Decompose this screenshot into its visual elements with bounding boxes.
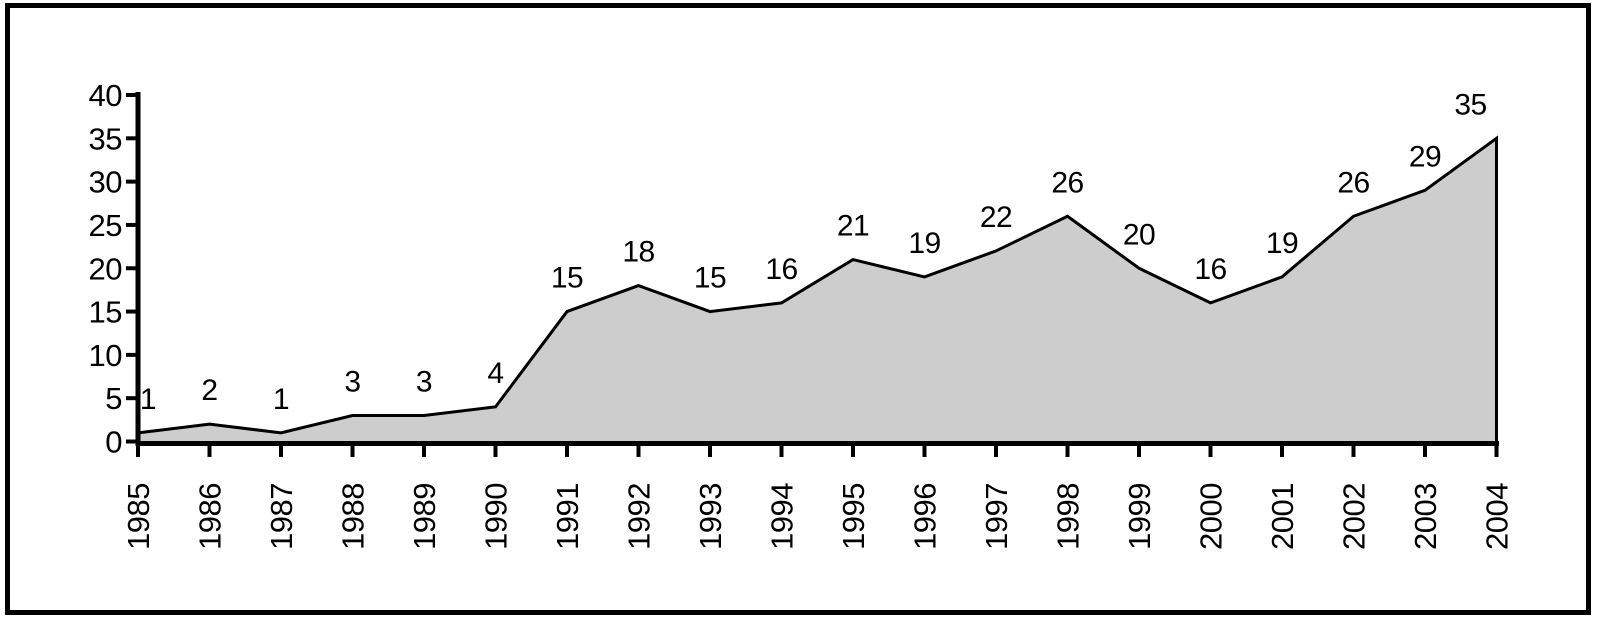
data-label: 16 <box>765 253 797 286</box>
data-label: 26 <box>1337 166 1369 199</box>
data-label: 15 <box>551 262 583 295</box>
x-axis-tick-label: 1998 <box>1051 483 1086 550</box>
y-axis-tick-label: 30 <box>89 165 123 200</box>
data-label: 15 <box>694 262 726 295</box>
data-label: 19 <box>1266 227 1298 260</box>
area-outline <box>137 135 1498 442</box>
data-label: 35 <box>1454 88 1486 121</box>
y-axis-tick-label: 20 <box>89 251 123 286</box>
y-axis-tick-label: 5 <box>105 381 122 416</box>
data-label: 2 <box>201 374 217 407</box>
x-axis-tick-label: 2002 <box>1337 483 1372 550</box>
data-label: 26 <box>1051 166 1083 199</box>
data-label: 3 <box>344 366 360 399</box>
x-axis-tick-label: 1988 <box>336 483 371 550</box>
data-label: 21 <box>837 210 869 243</box>
y-axis-tick-label: 35 <box>89 121 122 156</box>
data-label: 1 <box>140 383 156 416</box>
data-label: 20 <box>1123 218 1155 251</box>
data-label: 18 <box>622 236 654 269</box>
x-axis-tick-label: 1987 <box>264 483 299 550</box>
area-fill <box>138 138 1497 442</box>
x-axis-tick-label: 1996 <box>908 483 943 550</box>
data-label: 3 <box>416 366 432 399</box>
x-axis-tick-label: 1994 <box>765 483 800 550</box>
data-label: 16 <box>1194 253 1226 286</box>
x-axis-tick-label: 1999 <box>1122 483 1157 550</box>
x-axis-tick-label: 2003 <box>1408 483 1443 550</box>
x-axis-tick-label: 1991 <box>550 483 585 550</box>
x-axis-tick-label: 1986 <box>193 483 228 550</box>
x-axis-tick-label: 2000 <box>1194 483 1229 550</box>
x-axis-tick-label: 1995 <box>836 483 871 550</box>
x-axis-tick-label: 1997 <box>979 483 1014 550</box>
x-axis-tick-label: 1989 <box>407 483 442 550</box>
data-label: 22 <box>980 201 1012 234</box>
y-axis-tick-label: 10 <box>89 338 123 373</box>
data-label: 4 <box>487 357 503 390</box>
x-axis-tick-label: 1992 <box>622 483 657 550</box>
x-axis-tick-label: 1990 <box>479 483 514 550</box>
x-axis-tick-label: 2004 <box>1480 483 1515 550</box>
x-axis-tick-label: 1993 <box>693 483 728 550</box>
x-axis-tick-label: 1985 <box>121 483 156 550</box>
data-label: 19 <box>908 227 940 260</box>
data-label: 29 <box>1409 140 1441 173</box>
x-axis-tick-label: 2001 <box>1265 483 1300 550</box>
y-axis-tick-label: 15 <box>89 295 122 330</box>
y-axis-tick-label: 25 <box>89 208 122 243</box>
y-axis-tick-label: 0 <box>105 425 122 460</box>
y-axis-tick-label: 40 <box>89 78 123 113</box>
data-label: 1 <box>273 383 289 416</box>
